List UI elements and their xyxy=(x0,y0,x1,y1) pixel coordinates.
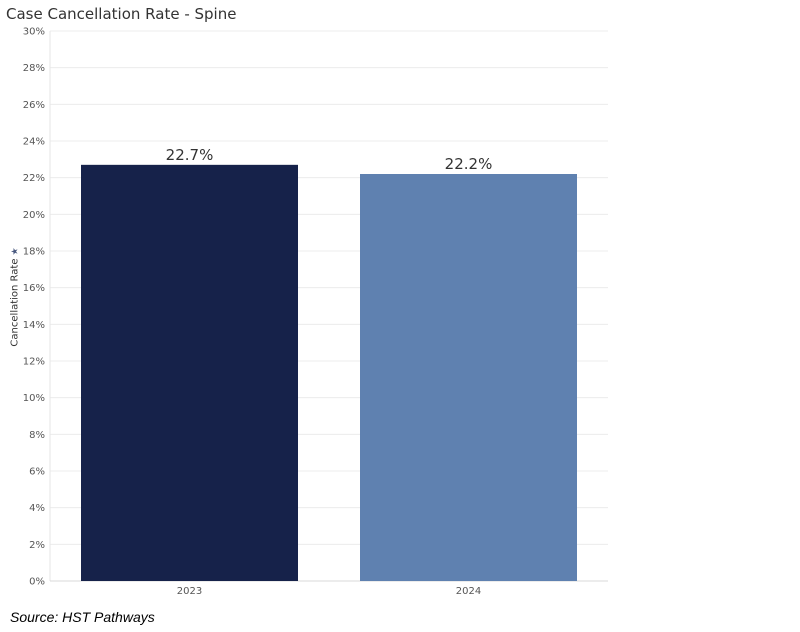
y-tick-label: 20% xyxy=(23,210,45,221)
y-tick-label: 18% xyxy=(23,247,45,258)
data-label: 22.2% xyxy=(445,155,493,173)
y-tick-label: 4% xyxy=(29,503,45,514)
y-tick-label: 14% xyxy=(23,320,45,331)
y-tick-label: 24% xyxy=(23,137,45,148)
y-tick-label: 26% xyxy=(23,100,45,111)
y-tick-label: 10% xyxy=(23,393,45,404)
x-tick-label: 2023 xyxy=(177,586,202,597)
y-tick-label: 6% xyxy=(29,467,45,478)
y-tick-label: 2% xyxy=(29,540,45,551)
bar-2023 xyxy=(81,164,298,582)
y-tick-label: 28% xyxy=(23,63,45,74)
chart-title: Case Cancellation Rate - Spine xyxy=(6,5,237,23)
y-tick-label: 0% xyxy=(29,577,45,588)
y-tick-label: 22% xyxy=(23,173,45,184)
source-note: Source: HST Pathways xyxy=(10,609,155,625)
y-tick-label: 16% xyxy=(23,283,45,294)
data-label: 22.7% xyxy=(166,146,214,164)
x-tick-label: 2024 xyxy=(456,586,481,597)
y-tick-label: 12% xyxy=(23,357,45,368)
bar-2024 xyxy=(360,174,577,581)
y-tick-label: 30% xyxy=(23,27,45,38)
y-tick-label: 8% xyxy=(29,430,45,441)
